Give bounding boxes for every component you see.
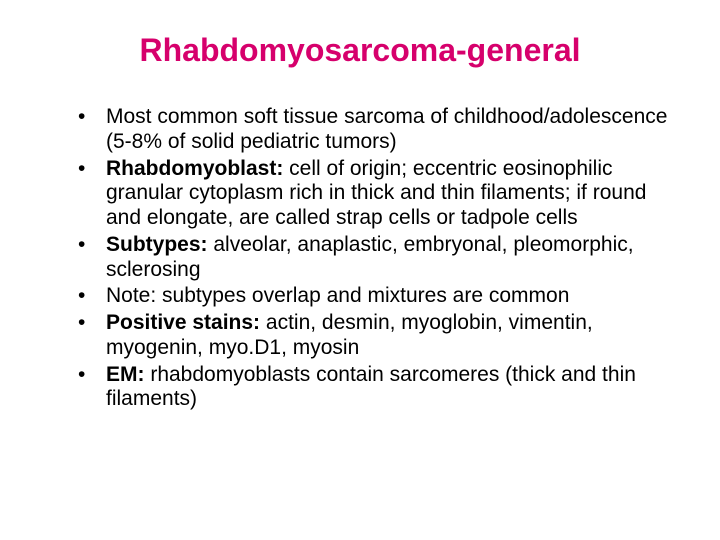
bullet-text: rhabdomyoblasts contain sarcomeres (thic… bbox=[106, 363, 636, 411]
bullet-bold: Rhabdomyoblast: bbox=[106, 157, 283, 180]
list-item: Rhabdomyoblast: cell of origin; eccentri… bbox=[78, 157, 672, 231]
list-item: EM: rhabdomyoblasts contain sarcomeres (… bbox=[78, 363, 672, 413]
bullet-bold: Subtypes: bbox=[106, 233, 208, 256]
bullet-bold: Positive stains: bbox=[106, 311, 260, 334]
bullet-bold: EM: bbox=[106, 363, 145, 386]
slide-title: Rhabdomyosarcoma-general bbox=[48, 32, 672, 69]
list-item: Subtypes: alveolar, anaplastic, embryona… bbox=[78, 233, 672, 283]
list-item: Positive stains: actin, desmin, myoglobi… bbox=[78, 311, 672, 361]
list-item: Most common soft tissue sarcoma of child… bbox=[78, 105, 672, 155]
list-item: Note: subtypes overlap and mixtures are … bbox=[78, 284, 672, 309]
bullet-text: Note: subtypes overlap and mixtures are … bbox=[106, 284, 569, 307]
slide: Rhabdomyosarcoma-general Most common sof… bbox=[0, 0, 720, 540]
bullet-list: Most common soft tissue sarcoma of child… bbox=[48, 105, 672, 412]
bullet-text: Most common soft tissue sarcoma of child… bbox=[106, 105, 667, 153]
